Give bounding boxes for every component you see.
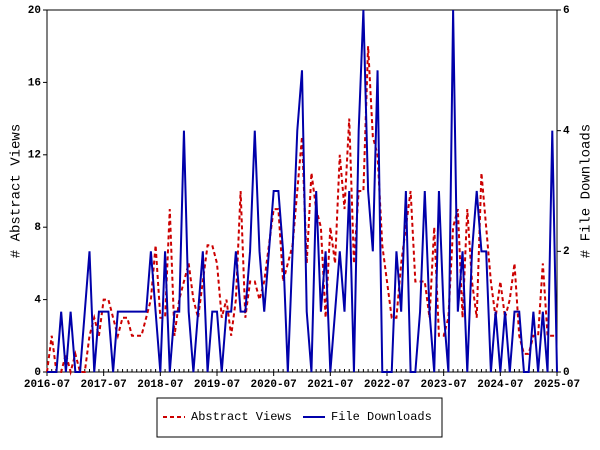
legend-label: File Downloads <box>331 410 432 424</box>
y-tick-label: 0 <box>34 367 41 379</box>
y2-tick-label: 0 <box>563 367 570 379</box>
y2-tick-label: 4 <box>563 126 570 138</box>
x-tick-label: 2021-07 <box>307 379 353 391</box>
x-tick-label: 2022-07 <box>364 379 410 391</box>
x-tick-label: 2019-07 <box>194 379 240 391</box>
y-tick-label: 12 <box>28 150 41 162</box>
y-tick-label: 16 <box>28 77 41 89</box>
legend-label: Abstract Views <box>191 410 292 424</box>
x-tick-label: 2018-07 <box>137 379 183 391</box>
y-tick-label: 4 <box>34 295 41 307</box>
y2-tick-label: 2 <box>563 246 570 258</box>
series-line <box>46 46 557 376</box>
legend-box <box>156 397 443 438</box>
x-tick-label: 2020-07 <box>251 379 297 391</box>
y-axis-label: # Abstract Views <box>9 124 25 258</box>
y2-axis-label: # File Downloads <box>579 124 595 258</box>
y-tick-label: 8 <box>34 222 41 234</box>
y2-tick-label: 6 <box>563 5 570 17</box>
x-tick-label: 2023-07 <box>421 379 467 391</box>
x-tick-label: 2025-07 <box>534 379 580 391</box>
x-tick-label: 2016-07 <box>24 379 70 391</box>
x-tick-label: 2017-07 <box>81 379 127 391</box>
y-tick-label: 20 <box>28 5 41 17</box>
series-line <box>47 9 558 373</box>
x-tick-label: 2024-07 <box>477 379 523 391</box>
